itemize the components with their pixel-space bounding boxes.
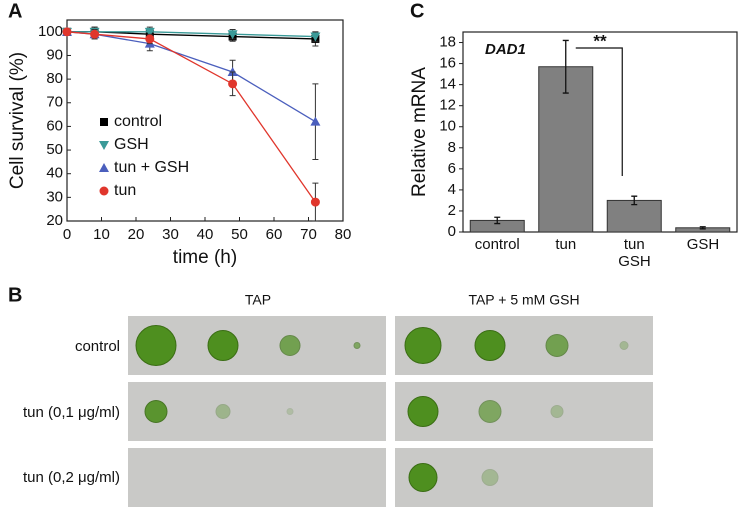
series-line xyxy=(66,31,316,123)
y-tick-label: 10 xyxy=(439,118,456,135)
column-header: TAP + 5 mM GSH xyxy=(468,292,579,308)
row-label: tun (0,2 μg/ml) xyxy=(23,469,120,486)
marker xyxy=(144,27,155,37)
colony-spot xyxy=(478,400,502,423)
error-bar xyxy=(699,226,706,230)
colony-spot xyxy=(144,400,168,423)
marker xyxy=(310,32,321,42)
x-tick-label: 0 xyxy=(63,226,71,243)
y-tick-label: 14 xyxy=(439,76,456,93)
plot-frame xyxy=(462,31,738,233)
y-tick-label: 0 xyxy=(448,223,456,240)
colony-spot xyxy=(407,396,439,427)
colony-spot xyxy=(408,463,438,492)
y-axis-label: Cell survival (%) xyxy=(7,52,28,189)
x-tick-label: 50 xyxy=(231,226,248,243)
y-tick-label: 16 xyxy=(439,55,456,72)
x-tick-label: 40 xyxy=(197,226,214,243)
y-tick-label: 40 xyxy=(46,165,63,182)
y-tick-label: 60 xyxy=(46,117,63,134)
y-tick-label: 70 xyxy=(46,94,63,111)
bar xyxy=(606,199,662,233)
marker xyxy=(90,29,100,39)
y-tick-label: 12 xyxy=(439,97,456,114)
error-bar xyxy=(631,195,638,206)
row-label: tun (0,1 μg/ml) xyxy=(23,404,120,421)
y-tick-label: 18 xyxy=(439,33,456,50)
legend-label: GSH xyxy=(114,136,149,153)
legend-marker xyxy=(100,118,108,126)
colony-spot xyxy=(481,469,499,486)
panel-label: A xyxy=(8,0,22,22)
significance-bracket xyxy=(575,47,623,176)
x-tick-label: GSH xyxy=(686,236,720,253)
x-tick-label: 30 xyxy=(162,226,179,243)
x-tick-label: 20 xyxy=(128,226,145,243)
y-tick-label: 4 xyxy=(448,181,456,198)
gene-annotation: DAD1 xyxy=(485,41,526,58)
colony-spot xyxy=(207,330,239,361)
x-tick-label: 10 xyxy=(93,226,110,243)
plate-photo xyxy=(395,448,653,507)
marker xyxy=(145,34,155,44)
y-tick-label: 8 xyxy=(448,139,456,156)
panel-label: C xyxy=(410,0,424,22)
colony-spot xyxy=(353,342,361,349)
legend-label: tun + GSH xyxy=(114,159,189,176)
colony-spot xyxy=(545,334,569,357)
colony-spot xyxy=(215,404,231,419)
marker xyxy=(62,27,72,37)
marker xyxy=(228,79,238,89)
colony-spot xyxy=(474,330,506,361)
marker xyxy=(310,197,320,207)
y-tick-label: 2 xyxy=(448,202,456,219)
significance-label: ** xyxy=(593,31,607,50)
legend-label: tun xyxy=(114,182,136,199)
legend-marker xyxy=(99,186,109,196)
marker xyxy=(227,30,238,40)
x-tick-label: control xyxy=(474,236,520,253)
error-bar xyxy=(494,216,501,225)
row-label: control xyxy=(75,338,120,355)
plate-photo xyxy=(128,382,386,441)
panel-label: B xyxy=(8,284,22,306)
legend-label: control xyxy=(114,113,162,130)
y-tick-label: 20 xyxy=(46,212,63,229)
colony-spot xyxy=(286,408,294,415)
series xyxy=(62,26,321,161)
legend-marker xyxy=(99,163,109,172)
colony-spot xyxy=(279,335,301,356)
legend-marker xyxy=(99,141,109,150)
x-tick-label: tun GSH xyxy=(618,236,651,270)
y-tick-label: 30 xyxy=(46,188,63,205)
series xyxy=(62,27,320,222)
series xyxy=(63,26,320,47)
x-tick-label: 80 xyxy=(335,226,352,243)
y-tick-label: 6 xyxy=(448,160,456,177)
colony-spot xyxy=(550,405,564,418)
y-tick-label: 100 xyxy=(38,23,63,40)
y-tick-label: 80 xyxy=(46,70,63,87)
colony-spot xyxy=(619,341,629,350)
column-header: TAP xyxy=(245,292,271,308)
bar xyxy=(538,66,594,233)
plate-photo xyxy=(128,448,386,507)
x-tick-label: 60 xyxy=(266,226,283,243)
x-tick-label: 70 xyxy=(300,226,317,243)
marker xyxy=(310,116,321,126)
x-axis-label: time (h) xyxy=(173,247,237,268)
x-tick-label: tun xyxy=(555,236,577,253)
error-bar xyxy=(562,39,569,94)
y-axis-label: Relative mRNA xyxy=(409,67,430,197)
colony-spot xyxy=(135,325,177,366)
y-tick-label: 50 xyxy=(46,141,63,158)
colony-spot xyxy=(404,327,442,364)
y-tick-label: 90 xyxy=(46,46,63,63)
